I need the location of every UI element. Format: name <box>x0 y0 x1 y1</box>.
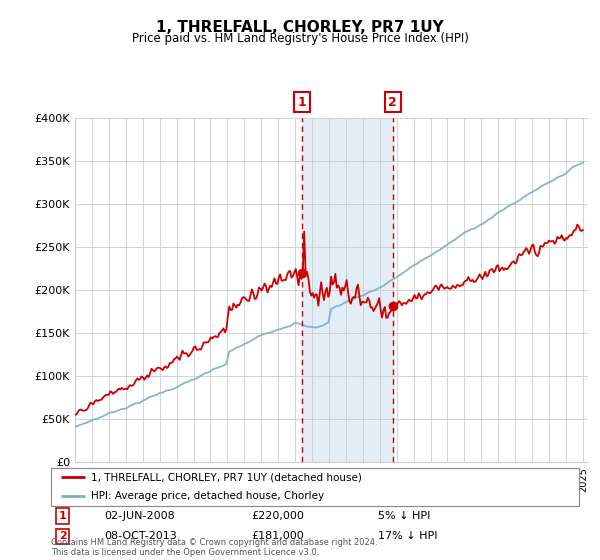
Text: 5% ↓ HPI: 5% ↓ HPI <box>379 511 431 521</box>
Bar <box>302 118 393 462</box>
Text: Contains HM Land Registry data © Crown copyright and database right 2024.
This d: Contains HM Land Registry data © Crown c… <box>51 538 377 557</box>
Text: 1, THRELFALL, CHORLEY, PR7 1UY (detached house): 1, THRELFALL, CHORLEY, PR7 1UY (detached… <box>91 472 361 482</box>
Text: 2: 2 <box>388 96 397 109</box>
Text: £181,000: £181,000 <box>251 531 304 542</box>
Text: HPI: Average price, detached house, Chorley: HPI: Average price, detached house, Chor… <box>91 491 324 501</box>
Text: 1: 1 <box>298 96 307 109</box>
Text: £220,000: £220,000 <box>251 511 305 521</box>
Text: 2: 2 <box>59 531 67 542</box>
Text: 1: 1 <box>59 511 67 521</box>
Text: 1, THRELFALL, CHORLEY, PR7 1UY: 1, THRELFALL, CHORLEY, PR7 1UY <box>156 20 444 35</box>
Text: 08-OCT-2013: 08-OCT-2013 <box>104 531 176 542</box>
Text: 17% ↓ HPI: 17% ↓ HPI <box>379 531 438 542</box>
Text: Price paid vs. HM Land Registry's House Price Index (HPI): Price paid vs. HM Land Registry's House … <box>131 32 469 45</box>
Text: 02-JUN-2008: 02-JUN-2008 <box>104 511 175 521</box>
